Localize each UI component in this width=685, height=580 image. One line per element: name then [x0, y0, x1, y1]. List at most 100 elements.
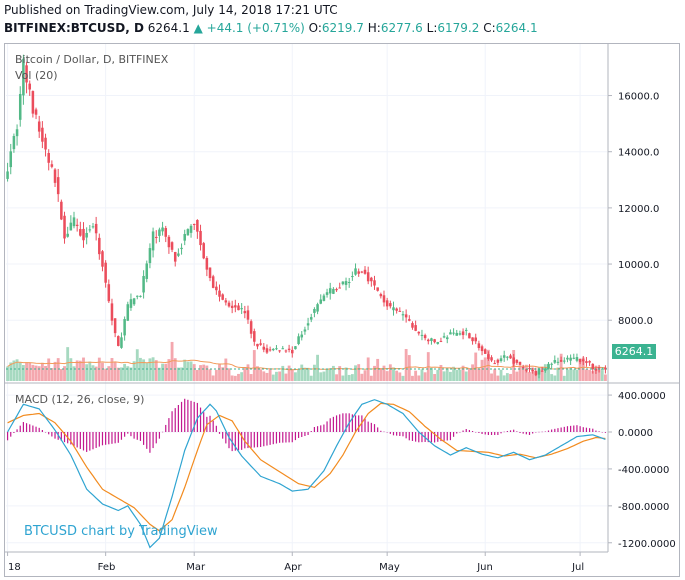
time-tick-label: 18: [8, 562, 21, 573]
volume-bar: [344, 367, 348, 381]
histogram-bar: [209, 415, 211, 432]
histogram-bar: [139, 432, 142, 441]
volume-bar: [262, 371, 266, 381]
histogram-bar: [171, 411, 173, 432]
histogram-bar: [541, 431, 543, 433]
histogram-bar: [307, 432, 309, 435]
volume-bar: [445, 368, 449, 381]
histogram-bar: [190, 400, 192, 432]
volume-bar: [483, 357, 487, 381]
volume-bar: [69, 358, 73, 381]
histogram-bar: [6, 432, 9, 441]
candle-body: [164, 228, 168, 237]
candle-body: [553, 360, 557, 363]
histogram-bar: [161, 431, 164, 433]
symbol-name[interactable]: BITFINEX:BTCUSD, D: [4, 21, 144, 35]
candle-body: [79, 229, 82, 236]
histogram-bar: [563, 426, 565, 432]
histogram-bar: [481, 432, 483, 434]
volume-bar: [398, 372, 402, 381]
volume-bar: [335, 374, 338, 381]
candle-body: [22, 58, 25, 96]
candle-body: [569, 357, 572, 361]
candle-body: [227, 302, 231, 307]
candle-body: [351, 276, 354, 278]
histogram-bar: [462, 430, 464, 432]
candle-body: [82, 228, 85, 241]
volume-bar: [113, 361, 117, 381]
volume-bar: [176, 367, 180, 381]
histogram-bar: [538, 431, 540, 433]
volume-bar: [246, 364, 250, 381]
candle-body: [354, 268, 357, 275]
candle-body: [284, 350, 288, 352]
volume-bar: [363, 370, 367, 381]
histogram-bar: [149, 432, 151, 453]
volume-bar: [578, 358, 582, 381]
candle-body: [604, 367, 607, 370]
candle-body: [237, 305, 240, 311]
histogram-bar: [335, 415, 338, 432]
volume-bar: [145, 363, 149, 381]
volume-bar: [423, 372, 427, 381]
histogram-bar: [332, 416, 334, 432]
candle-body: [452, 332, 455, 334]
histogram-bar: [193, 401, 195, 432]
volume-bar: [458, 369, 462, 381]
volume-bar: [300, 364, 304, 381]
volume-bar: [85, 364, 89, 381]
histogram-bar: [256, 432, 259, 448]
volume-bar: [135, 349, 139, 381]
candle-body: [88, 229, 92, 231]
candle-body: [328, 288, 332, 294]
histogram-bar: [323, 424, 325, 432]
histogram-bar: [133, 432, 135, 439]
candle-body: [34, 109, 38, 115]
histogram-bar: [471, 431, 474, 432]
histogram-bar: [38, 427, 40, 432]
volume-bar: [312, 364, 316, 381]
histogram-bar: [582, 427, 584, 432]
histogram-bar: [598, 431, 600, 432]
histogram-bar: [576, 425, 578, 432]
volume-bar: [354, 365, 357, 381]
candle-body: [113, 318, 117, 334]
candle-body: [531, 369, 534, 371]
volume-bar: [44, 365, 47, 381]
candle-body: [427, 339, 430, 342]
candle-body: [98, 237, 101, 255]
histogram-bar: [345, 413, 347, 432]
candle-body: [256, 343, 259, 347]
histogram-bar: [48, 432, 50, 435]
time-tick-label: Apr: [284, 562, 302, 573]
histogram-bar: [86, 432, 88, 452]
open-value: 6219.7: [321, 21, 364, 35]
volume-bar: [518, 365, 522, 381]
watermark: BTCUSD chart by TradingView: [24, 524, 218, 539]
candle-body: [408, 319, 411, 321]
volume-bar: [357, 364, 361, 381]
candle-body: [18, 93, 22, 120]
published-caption: Published on TradingView.com, July 14, 2…: [4, 3, 338, 17]
candle-body: [211, 276, 215, 288]
histogram-bar: [275, 432, 278, 444]
candle-body: [563, 360, 566, 362]
histogram-bar: [329, 418, 331, 432]
candle-body: [417, 331, 421, 334]
histogram-bar: [310, 431, 312, 432]
candle-body: [253, 331, 256, 342]
volume-bars: [6, 341, 607, 381]
histogram-bar: [465, 429, 467, 432]
axes: 16000.0 14000.0 12000.0 10000.0 8000.0 400.00…: [4, 44, 680, 573]
symbol-header: BITFINEX:BTCUSD, D 6264.1 ▲ +44.1 (+0.71…: [4, 21, 538, 35]
candle-body: [259, 343, 262, 345]
histogram-bar: [544, 431, 546, 433]
volume-bar: [392, 367, 395, 381]
candle-body: [572, 357, 576, 359]
histogram-bar: [253, 432, 255, 448]
histogram-bar: [354, 415, 357, 432]
volume-bar: [132, 361, 136, 381]
histogram-bar: [130, 432, 132, 437]
volume-bar: [385, 371, 389, 381]
